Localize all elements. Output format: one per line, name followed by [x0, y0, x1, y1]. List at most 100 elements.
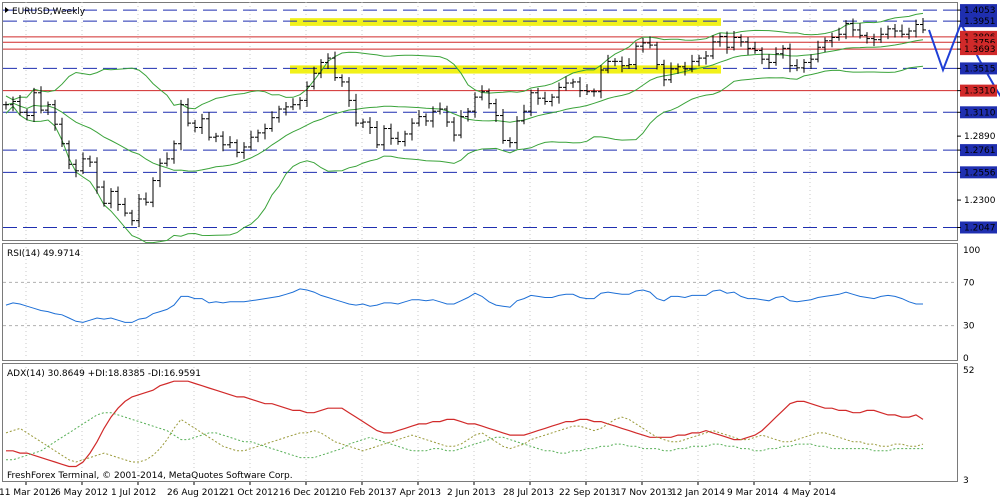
- price-bar-116: [815, 40, 821, 63]
- rsi-panel: [2, 243, 958, 361]
- price-zones: [290, 18, 721, 74]
- price-bar-53: [374, 120, 380, 149]
- time-label-12: 12 Jan 2014: [671, 488, 725, 498]
- price-bar-93: [654, 41, 660, 70]
- price-bar-80: [563, 76, 569, 91]
- price-bar-120: [843, 20, 849, 40]
- price-bar-99: [696, 54, 702, 67]
- adx-scale-label-52: 52: [963, 366, 974, 376]
- price-bar-52: [367, 117, 373, 134]
- price-bar-62: [437, 102, 443, 115]
- price-bar-84: [591, 88, 597, 97]
- price-bar-46: [325, 53, 331, 69]
- price-bar-50: [353, 93, 359, 127]
- price-bar-30: [213, 132, 219, 143]
- price-bar-76: [535, 87, 541, 105]
- price-bar-67: [472, 92, 478, 118]
- scale-box-1.3693: [960, 43, 997, 56]
- scale-box-1.2556: [960, 166, 997, 179]
- price-bar-12: [87, 155, 93, 168]
- price-bar-54: [381, 125, 387, 150]
- price-bar-79: [556, 82, 562, 104]
- price-bar-21: [150, 177, 156, 208]
- price-bar-6: [45, 101, 51, 115]
- time-label-11: 17 Nov 2013: [615, 488, 673, 498]
- price-bar-16: [115, 186, 121, 211]
- price-scale-label-1.4053: 1.4053: [964, 6, 996, 16]
- price-panel-marker: [5, 7, 9, 13]
- price-bar-94: [661, 59, 667, 87]
- price-bar-118: [829, 32, 835, 48]
- rsi-panel-title: RSI(14) 49.9714: [7, 249, 80, 259]
- price-bar-3: [24, 109, 30, 121]
- price-bar-103: [724, 31, 730, 54]
- price-bar-109: [766, 54, 772, 69]
- price-bar-68: [479, 85, 485, 101]
- price-bar-122: [857, 23, 863, 39]
- price-scale-label-1.2761: 1.2761: [964, 146, 996, 156]
- time-label-10: 22 Sep 2013: [559, 488, 616, 498]
- time-label-13: 9 Mar 2014: [727, 488, 779, 498]
- price-bar-123: [864, 32, 870, 44]
- price-bar-81: [570, 78, 576, 88]
- price-scale-label-1.3110: 1.3110: [964, 108, 996, 118]
- scale-box-1.2047: [960, 221, 997, 234]
- price-scale-label-1.3515: 1.3515: [964, 64, 996, 74]
- adx-scale-label-3: 3: [963, 476, 969, 486]
- price-bar-83: [584, 84, 590, 95]
- price-bar-102: [717, 33, 723, 47]
- price-bar-108: [759, 47, 765, 65]
- time-label-9: 28 Jul 2013: [503, 488, 554, 498]
- adx-series-2: [6, 412, 923, 461]
- price-bar-106: [745, 36, 751, 55]
- price-bar-119: [836, 27, 842, 41]
- price-bar-126: [885, 25, 891, 40]
- price-bar-15: [108, 188, 114, 209]
- price-bar-9: [66, 140, 72, 170]
- scale-box-1.3110: [960, 106, 997, 119]
- price-bar-18: [129, 209, 135, 226]
- price-bar-130: [913, 19, 919, 38]
- price-bar-66: [465, 107, 471, 122]
- price-bar-124: [871, 33, 877, 47]
- price-scale-label-1.2890: 1.2890: [964, 132, 996, 142]
- price-bar-78: [549, 93, 555, 107]
- price-bar-35: [248, 130, 254, 151]
- price-bar-29: [206, 112, 212, 141]
- price-bar-14: [101, 180, 107, 207]
- price-bar-17: [122, 197, 128, 217]
- time-label-5: 16 Dec 2012: [279, 488, 337, 498]
- price-bar-57: [402, 130, 408, 147]
- scale-box-1.3951: [960, 15, 997, 28]
- price-bar-45: [318, 59, 324, 79]
- price-bar-60: [423, 113, 429, 126]
- price-bar-59: [416, 110, 422, 127]
- time-label-0: 11 Mar 2012: [0, 488, 56, 498]
- price-bar-44: [311, 66, 317, 90]
- price-bar-91: [640, 38, 646, 53]
- adx-series-1: [5, 416, 924, 463]
- price-bar-71: [500, 109, 506, 144]
- scale-box-1.2761: [960, 144, 997, 157]
- band-upper: [5, 12, 924, 110]
- price-bar-34: [241, 142, 247, 159]
- price-bar-48: [339, 74, 345, 87]
- adx-panel: [2, 363, 958, 482]
- price-bar-107: [752, 41, 758, 54]
- price-bar-11: [80, 152, 86, 175]
- price-envelope-lines: [5, 12, 924, 244]
- price-bar-86: [605, 54, 611, 74]
- price-scale-label-1.2047: 1.2047: [964, 223, 996, 233]
- price-bar-40: [283, 101, 289, 116]
- price-bar-104: [731, 31, 737, 51]
- price-bar-131: [920, 18, 926, 34]
- price-bar-24: [171, 140, 177, 164]
- price-bar-96: [675, 63, 681, 74]
- price-scale-label-1.3951: 1.3951: [964, 17, 996, 27]
- price-bar-0: [3, 101, 9, 110]
- price-bar-115: [808, 54, 814, 69]
- price-bar-5: [38, 86, 44, 114]
- rsi-scale-label-0: 0: [963, 354, 969, 364]
